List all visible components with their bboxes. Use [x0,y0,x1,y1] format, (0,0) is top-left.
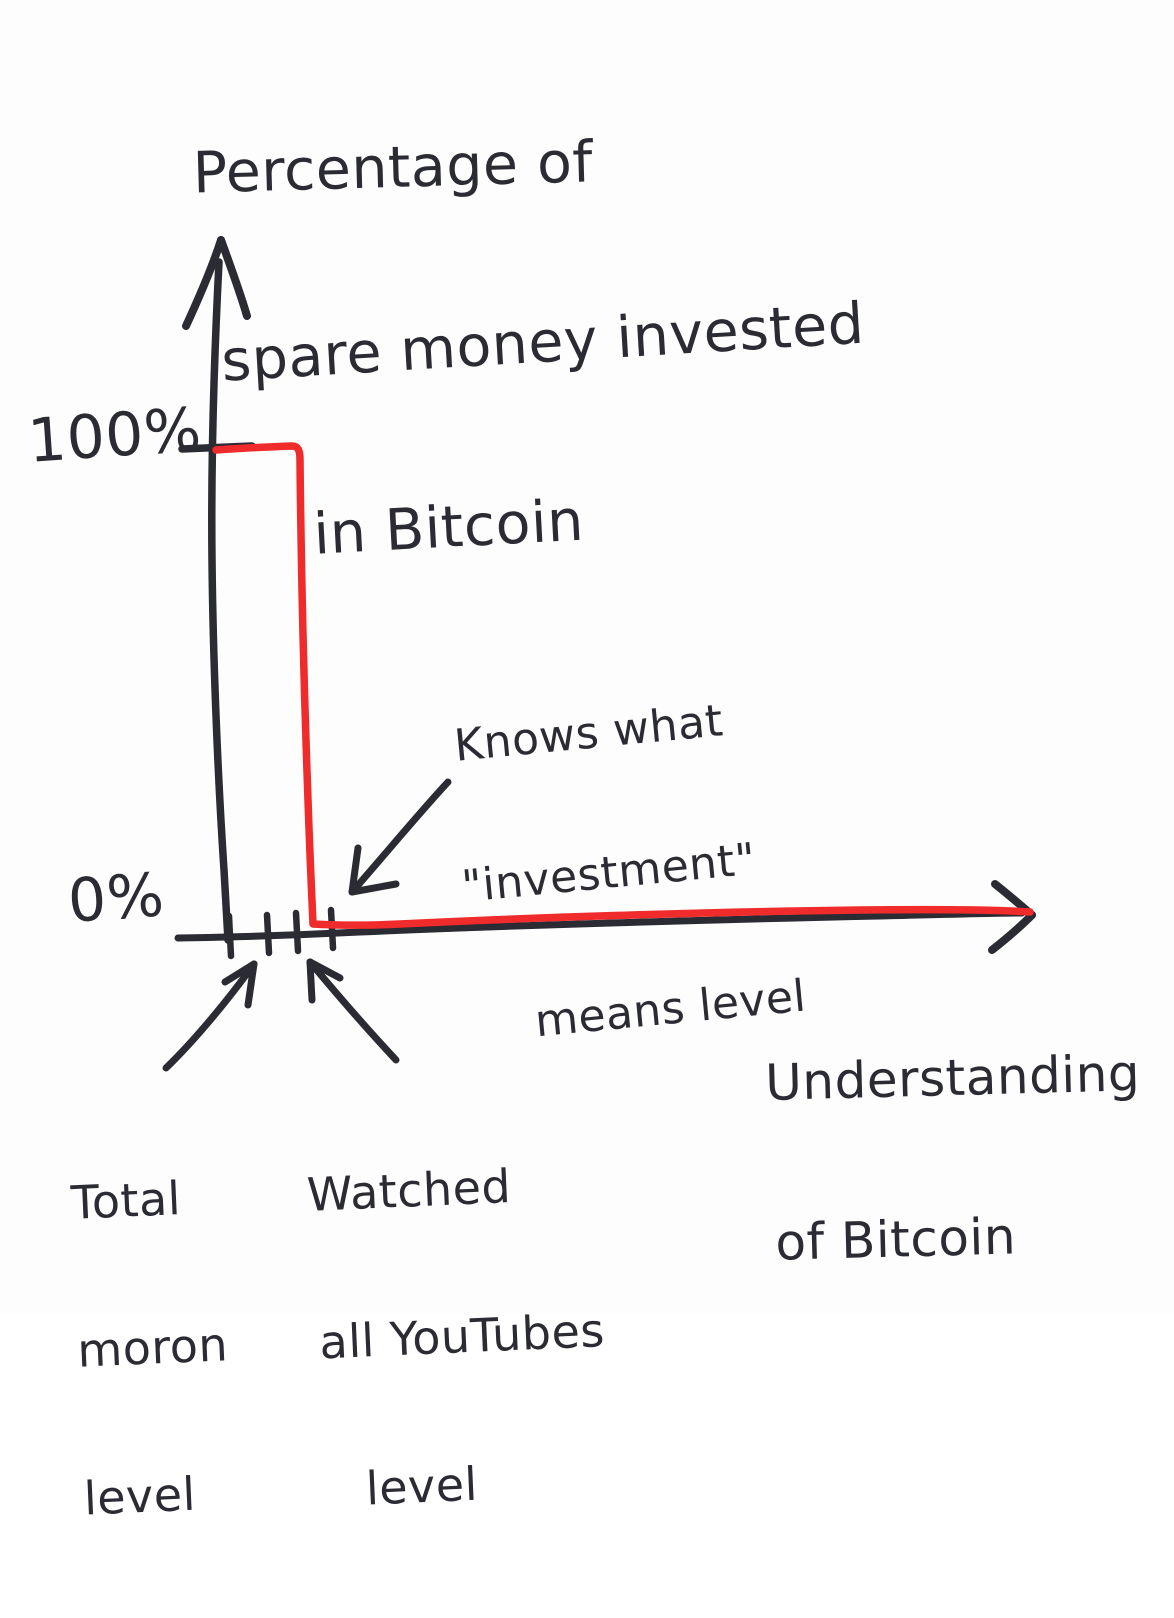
x-tick-3 [292,909,302,955]
callout-investment-arrowhead-icon-2 [348,880,400,896]
x-tick-1 [225,912,235,960]
x-tick-4 [327,906,337,952]
watched-youtubes-arrowhead-icon [306,958,344,982]
callout-knows-what-investment-means-level: Knows what "investment" means level [438,606,816,1137]
annotation-arrows-group [162,778,452,1072]
callout-investment-line-3: means level [532,970,809,1048]
chart-title: Percentage of spare money invested in Bi… [186,11,876,677]
watched-youtubes-arrow-icon [306,958,400,1064]
chart-title-line-3: in Bitcoin [311,487,586,568]
callout-investment-line-1: Knows what [452,695,726,772]
y-axis-tick-label-100: 100% [25,394,204,477]
y-axis-tick-label-0: 0% [65,860,167,937]
chart-title-line-1: Percentage of [191,129,594,207]
x-axis-title-line-1: Understanding [764,1044,1141,1112]
chart-sketch-layer [162,236,1036,1072]
total-moron-arrowhead-icon-2 [244,960,258,1009]
callout-investment-arrow-icon [348,778,452,896]
callout-investment-line-2: "investment" [459,833,759,913]
callout-investment-arrowhead-icon [348,844,362,896]
x-axis-arrowhead-icon-2 [988,911,1036,954]
chart-canvas: Percentage of spare money invested in Bi… [25,11,1141,1526]
y-axis-arrowhead-icon [182,236,225,330]
total-moron-arrow-icon [162,960,258,1072]
x-tick-2 [263,911,273,957]
chart-title-line-2: spare money invested [219,290,867,395]
x-axis-line [174,909,1026,942]
label-total-moron-level: Total moron level [66,1081,239,1613]
data-series-group [212,442,1034,929]
x-axis-title: Understanding of Bitcoin [762,948,1147,1368]
x-axis-title-line-2: of Bitcoin [774,1207,1017,1272]
y-axis-arrowhead-icon-2 [217,236,251,320]
axes-group [174,236,1036,960]
label-total-moron-line-3: level [82,1466,197,1526]
label-watched-youtubes-line-3: level [364,1456,479,1516]
label-watched-youtubes-line-1: Watched [305,1159,513,1222]
data-curve-bitcoin-investment [212,442,1034,929]
total-moron-arrowhead-icon [221,960,258,986]
watched-youtubes-arrowhead-icon-2 [306,958,316,1004]
label-watched-youtubes-line-2: all YouTubes [318,1303,606,1370]
label-total-moron-line-1: Total [69,1171,183,1230]
label-total-moron-line-2: moron [76,1317,230,1378]
y-axis-line [208,258,232,944]
label-watched-all-youtubes-level: Watched all YouTubes level [302,1067,616,1605]
